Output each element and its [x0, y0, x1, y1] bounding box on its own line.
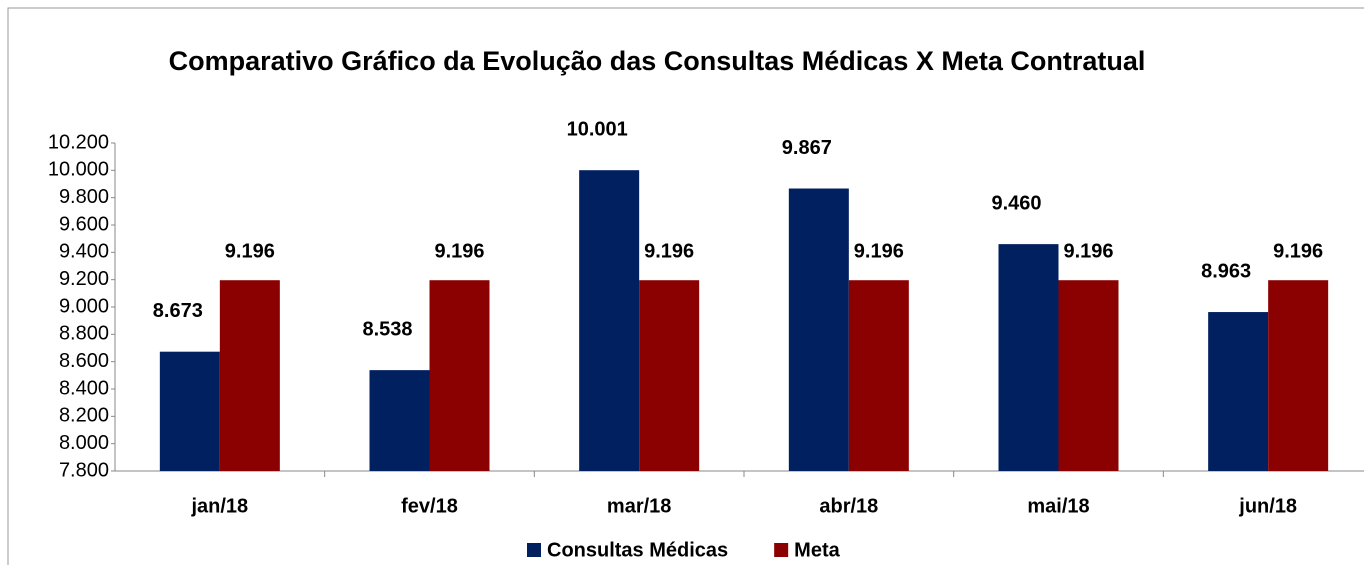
y-tick-label: 9.000: [59, 295, 109, 317]
y-tick-label: 9.400: [59, 241, 109, 263]
y-tick-label: 8.400: [59, 377, 109, 399]
bar: [639, 280, 700, 471]
x-tick-label: mai/18: [1027, 495, 1089, 517]
value-label: 9.196: [1273, 240, 1323, 262]
bar: [429, 280, 490, 471]
bar: [579, 170, 640, 472]
chart-title: Comparativo Gráfico da Evolução das Cons…: [168, 46, 1146, 76]
bar: [369, 370, 430, 471]
x-tick-label: fev/18: [401, 495, 458, 517]
value-label: 8.538: [362, 318, 412, 340]
value-label: 8.963: [1201, 260, 1251, 282]
value-label: 9.196: [225, 240, 275, 262]
value-label: 9.460: [991, 192, 1041, 214]
x-tick-label: jun/18: [1238, 495, 1297, 517]
bar: [848, 280, 909, 471]
legend-label: Consultas Médicas: [547, 539, 728, 561]
bar: [998, 244, 1059, 471]
y-tick-label: 8.800: [59, 323, 109, 345]
value-label: 9.867: [782, 137, 832, 159]
bar: [219, 280, 280, 471]
bar: [788, 188, 849, 471]
bar: [1268, 280, 1329, 471]
bar: [1058, 280, 1119, 471]
value-label: 10.001: [567, 118, 628, 140]
bar: [1208, 312, 1269, 471]
y-tick-label: 7.800: [59, 459, 109, 481]
x-tick-label: jan/18: [190, 495, 248, 517]
frame: [7, 7, 1364, 565]
value-label: 9.196: [854, 240, 904, 262]
y-tick-label: 9.800: [59, 186, 109, 208]
value-label: 9.196: [434, 240, 484, 262]
legend-label: Meta: [794, 539, 840, 561]
x-tick-label: abr/18: [819, 495, 878, 517]
value-label: 9.196: [1063, 240, 1113, 262]
y-tick-label: 9.600: [59, 213, 109, 235]
legend-swatch: [774, 543, 789, 557]
y-tick-label: 9.200: [59, 268, 109, 290]
value-label: 9.196: [644, 240, 694, 262]
legend-swatch: [527, 543, 541, 557]
y-tick-label: 8.600: [59, 350, 109, 372]
y-tick-label: 8.200: [59, 405, 109, 427]
value-label: 8.673: [153, 300, 203, 322]
y-tick-label: 10.000: [48, 159, 109, 181]
y-tick-label: 8.000: [59, 432, 109, 454]
bar: [159, 351, 220, 471]
y-tick-label: 10.200: [48, 131, 109, 153]
x-tick-label: mar/18: [607, 495, 672, 517]
